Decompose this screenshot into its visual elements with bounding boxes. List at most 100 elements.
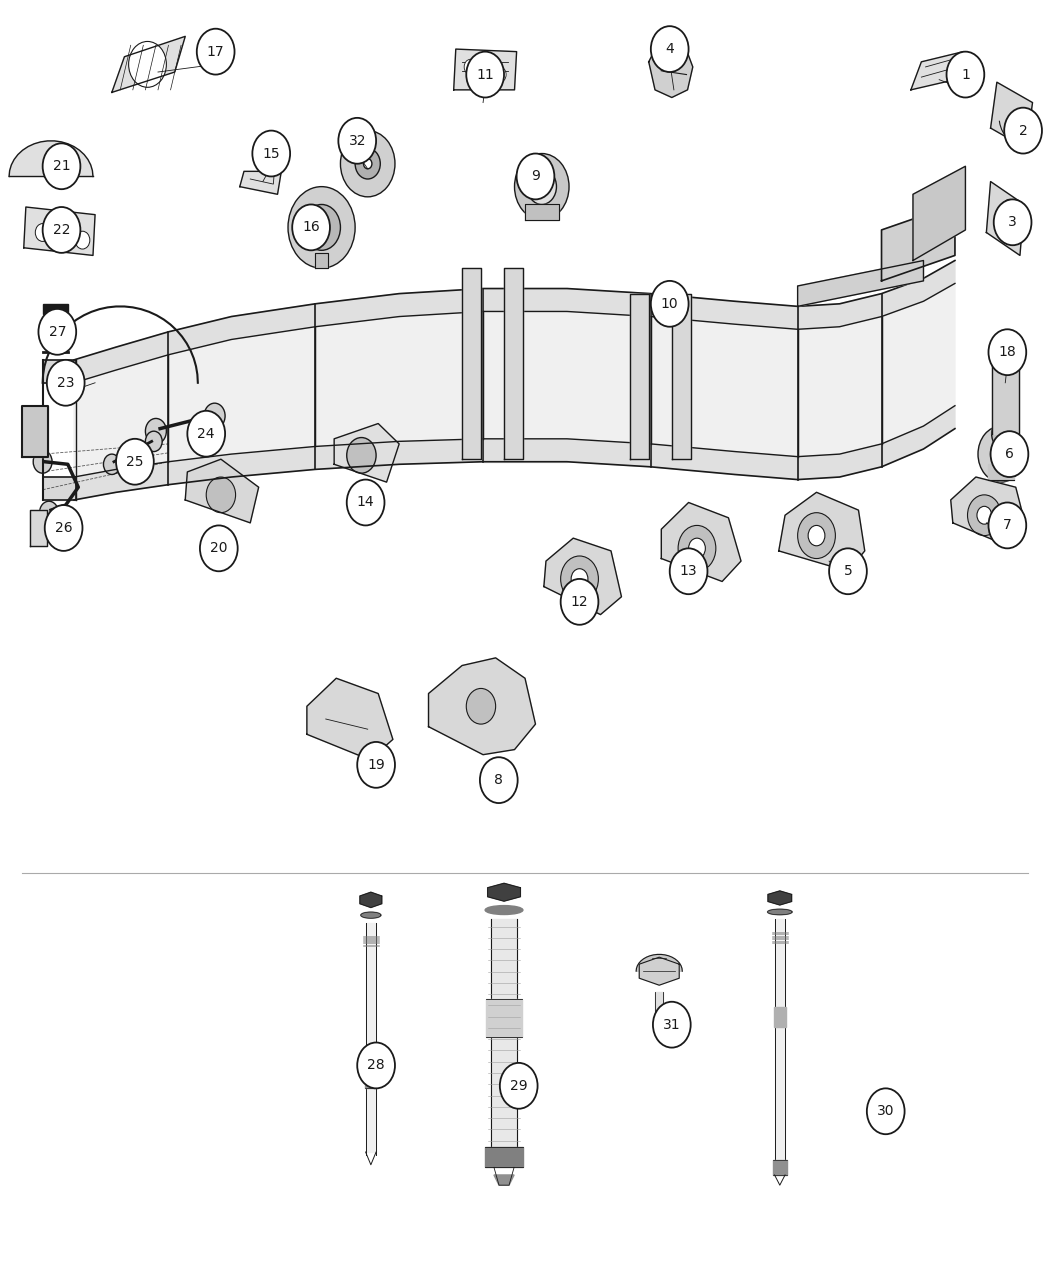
- Text: 30: 30: [877, 1104, 895, 1118]
- Polygon shape: [882, 204, 954, 280]
- Circle shape: [288, 186, 355, 268]
- Circle shape: [292, 204, 330, 250]
- Polygon shape: [22, 405, 48, 456]
- Polygon shape: [117, 354, 168, 469]
- Text: 5: 5: [843, 565, 853, 579]
- Circle shape: [76, 231, 90, 249]
- Circle shape: [480, 757, 518, 803]
- Circle shape: [830, 548, 867, 594]
- Polygon shape: [185, 459, 258, 523]
- Text: 3: 3: [1008, 215, 1017, 230]
- Polygon shape: [840, 316, 882, 454]
- Polygon shape: [231, 326, 315, 454]
- Text: 26: 26: [55, 521, 72, 536]
- Polygon shape: [988, 464, 1013, 479]
- Circle shape: [346, 437, 376, 473]
- Polygon shape: [365, 923, 376, 1153]
- Circle shape: [315, 219, 328, 235]
- Circle shape: [514, 153, 569, 219]
- Circle shape: [43, 143, 81, 189]
- Polygon shape: [840, 293, 882, 326]
- Polygon shape: [882, 301, 923, 444]
- Polygon shape: [399, 288, 483, 316]
- Circle shape: [991, 340, 1018, 374]
- Polygon shape: [662, 502, 741, 581]
- Circle shape: [145, 431, 162, 451]
- Polygon shape: [735, 324, 798, 456]
- Text: 13: 13: [679, 565, 697, 579]
- Polygon shape: [840, 444, 882, 477]
- Polygon shape: [485, 1148, 523, 1168]
- Text: 22: 22: [52, 223, 70, 237]
- Polygon shape: [462, 268, 481, 459]
- Polygon shape: [43, 303, 68, 314]
- Circle shape: [464, 59, 477, 74]
- Polygon shape: [779, 492, 865, 571]
- Polygon shape: [655, 992, 664, 1015]
- Circle shape: [527, 168, 556, 204]
- Text: 23: 23: [57, 376, 75, 390]
- Circle shape: [988, 502, 1026, 548]
- Circle shape: [129, 42, 166, 87]
- Circle shape: [536, 179, 548, 194]
- Circle shape: [798, 513, 836, 558]
- Circle shape: [988, 329, 1026, 375]
- Circle shape: [494, 66, 506, 82]
- Circle shape: [561, 579, 598, 625]
- Polygon shape: [43, 477, 77, 500]
- Polygon shape: [24, 207, 96, 255]
- Circle shape: [867, 1089, 905, 1135]
- Circle shape: [946, 52, 984, 97]
- Polygon shape: [567, 311, 651, 444]
- Polygon shape: [882, 426, 923, 467]
- Polygon shape: [486, 998, 522, 1037]
- Circle shape: [670, 548, 708, 594]
- Text: 12: 12: [571, 595, 588, 609]
- Polygon shape: [798, 260, 923, 306]
- Polygon shape: [483, 311, 567, 439]
- Circle shape: [689, 538, 706, 558]
- Circle shape: [357, 742, 395, 788]
- Polygon shape: [315, 293, 399, 326]
- Polygon shape: [315, 252, 328, 268]
- Polygon shape: [775, 919, 785, 1160]
- Polygon shape: [567, 439, 651, 467]
- Circle shape: [996, 222, 1009, 237]
- Polygon shape: [911, 52, 963, 89]
- Circle shape: [363, 158, 372, 168]
- Text: 19: 19: [368, 757, 385, 771]
- Circle shape: [43, 207, 81, 252]
- Text: 14: 14: [357, 496, 375, 510]
- Polygon shape: [491, 919, 517, 1148]
- Circle shape: [466, 52, 504, 97]
- Circle shape: [145, 418, 166, 444]
- Polygon shape: [75, 370, 117, 477]
- Text: 29: 29: [510, 1079, 527, 1093]
- Polygon shape: [364, 1074, 377, 1089]
- Polygon shape: [9, 142, 93, 176]
- Circle shape: [571, 569, 588, 589]
- Circle shape: [993, 199, 1031, 245]
- Circle shape: [340, 130, 395, 196]
- Text: 15: 15: [262, 147, 280, 161]
- Circle shape: [204, 403, 225, 428]
- Polygon shape: [315, 441, 399, 469]
- Polygon shape: [798, 303, 840, 329]
- Circle shape: [302, 204, 340, 250]
- Circle shape: [34, 450, 52, 473]
- Polygon shape: [487, 884, 521, 901]
- Circle shape: [200, 525, 237, 571]
- Polygon shape: [315, 316, 399, 446]
- Polygon shape: [360, 892, 382, 908]
- Ellipse shape: [768, 909, 792, 914]
- Circle shape: [104, 454, 121, 474]
- Circle shape: [678, 525, 716, 571]
- Polygon shape: [735, 301, 798, 329]
- Text: 25: 25: [126, 455, 144, 469]
- Circle shape: [967, 495, 1001, 536]
- Text: 1: 1: [961, 68, 970, 82]
- Polygon shape: [651, 316, 735, 451]
- Circle shape: [59, 228, 74, 246]
- Circle shape: [561, 556, 598, 602]
- Text: 32: 32: [349, 134, 366, 148]
